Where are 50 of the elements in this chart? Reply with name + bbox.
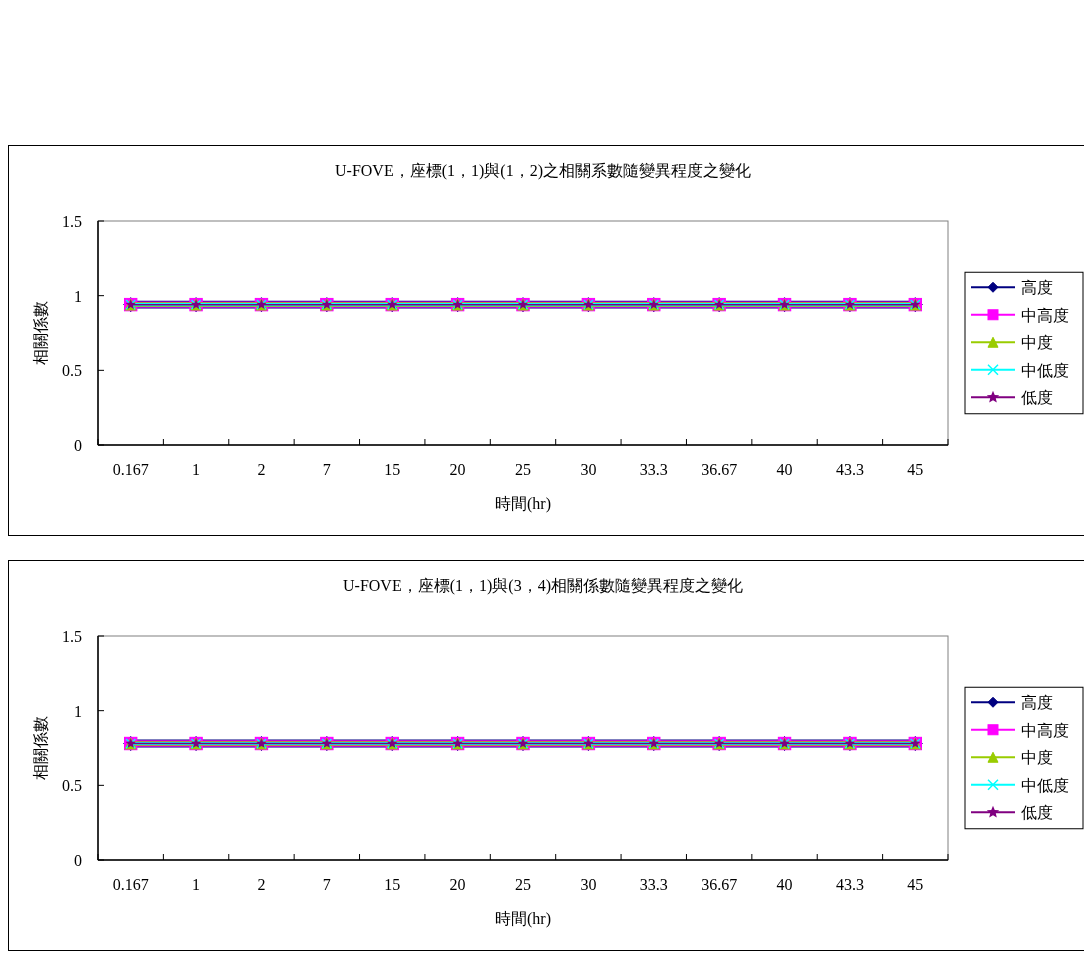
x-tick-label: 45: [907, 876, 924, 893]
y-axis-title: 相關係數: [32, 716, 49, 780]
x-tick-label: 25: [515, 461, 531, 478]
x-tick-label: 36.67: [701, 876, 738, 893]
x-tick-label: 15: [384, 876, 401, 893]
x-tick-label: 1: [192, 461, 201, 478]
legend-label: 中度: [1021, 334, 1053, 352]
x-tick-label: 36.67: [701, 461, 738, 478]
x-tick-label: 1: [192, 876, 201, 893]
x-tick-label: 43.3: [835, 461, 864, 478]
x-tick-label: 2: [257, 876, 266, 893]
y-tick-label: 1.5: [62, 213, 82, 230]
chart-title: U-FOVE，座標(1，1)與(3，4)相關係數隨變異程度之變化: [343, 577, 743, 595]
y-tick-label: 0.5: [62, 777, 82, 795]
legend-label: 低度: [1021, 804, 1053, 822]
x-tick-label: 40: [776, 461, 793, 478]
legend-label: 高度: [1021, 279, 1053, 297]
x-axis-title: 時間(hr): [495, 910, 551, 928]
x-tick-label: 20: [449, 876, 466, 893]
legend-label: 中低度: [1021, 776, 1069, 794]
y-tick-label: 1: [74, 702, 82, 720]
x-tick-label: 7: [322, 876, 331, 893]
x-tick-label: 15: [384, 461, 401, 478]
y-axis-title: 相關係數: [32, 301, 49, 365]
x-tick-label: 20: [449, 461, 466, 478]
y-tick-label: 0: [74, 437, 82, 454]
legend-label: 中高度: [1021, 721, 1069, 739]
x-tick-label: 33.3: [639, 461, 668, 478]
x-tick-label: 0.167: [112, 876, 149, 893]
legend-label: 高度: [1021, 694, 1053, 712]
x-axis-title: 時間(hr): [495, 495, 551, 513]
x-tick-label: 7: [322, 461, 331, 478]
y-tick-label: 1: [74, 287, 82, 305]
x-tick-label: 33.3: [639, 876, 668, 893]
x-tick-label: 45: [907, 461, 924, 478]
legend-label: 中低度: [1021, 361, 1069, 379]
y-tick-label: 1.5: [62, 628, 82, 645]
y-tick-label: 0: [74, 852, 82, 869]
x-tick-label: 30: [580, 461, 597, 478]
x-tick-label: 2: [257, 461, 266, 478]
legend-label: 中高度: [1021, 306, 1069, 324]
x-tick-label: 43.3: [835, 876, 864, 893]
legend-label: 中度: [1021, 749, 1053, 767]
x-tick-label: 0.167: [112, 461, 149, 478]
x-tick-label: 30: [580, 876, 597, 893]
x-tick-label: 40: [776, 876, 793, 893]
y-tick-label: 0.5: [62, 362, 82, 380]
chart-title: U-FOVE，座標(1，1)與(1，2)之相關系數隨變異程度之變化: [335, 162, 751, 180]
x-tick-label: 25: [515, 876, 531, 893]
legend-label: 低度: [1021, 389, 1053, 407]
